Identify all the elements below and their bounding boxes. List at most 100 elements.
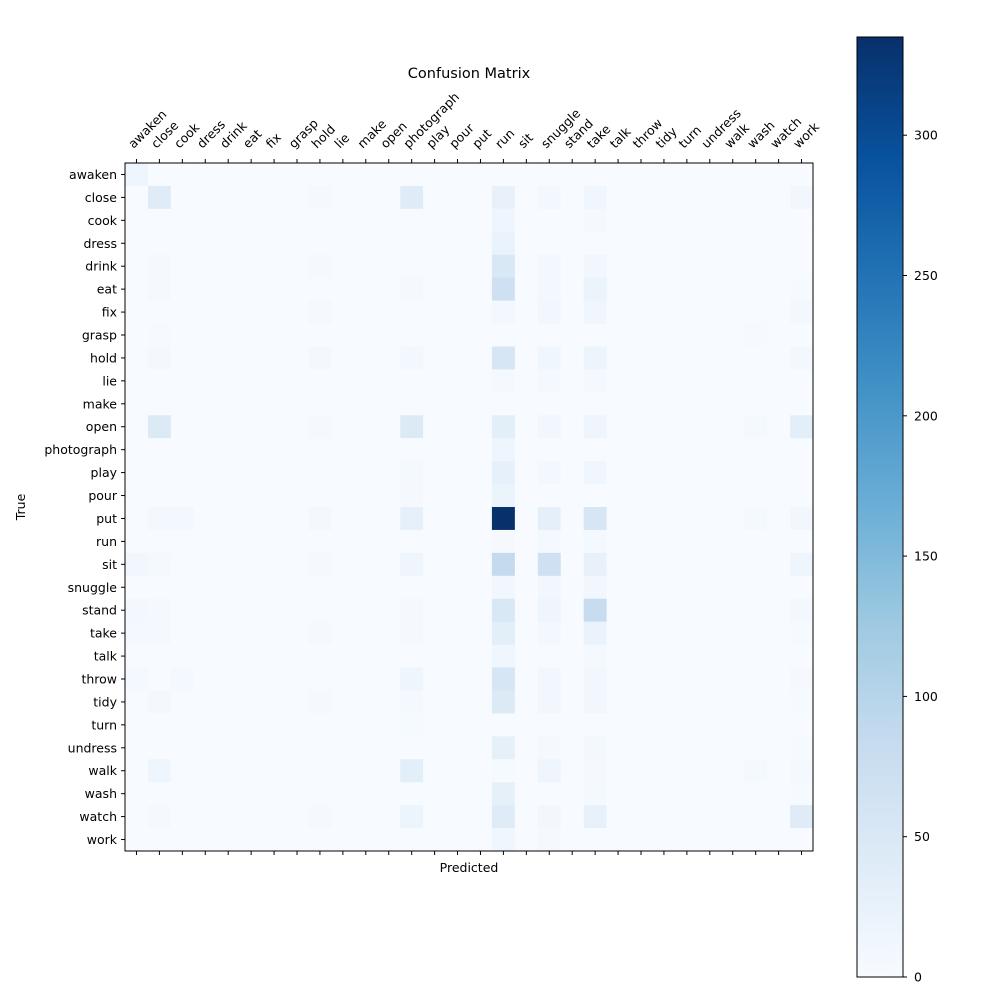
matrix-cell — [377, 782, 401, 806]
matrix-cell — [285, 552, 309, 577]
matrix-cell — [308, 163, 332, 187]
matrix-cell — [285, 690, 309, 714]
matrix-cell — [606, 667, 630, 691]
matrix-cell — [125, 438, 149, 462]
matrix-cell — [446, 346, 470, 370]
y-tick-label: wash — [85, 786, 117, 801]
matrix-cell — [537, 529, 562, 554]
matrix-cell — [423, 185, 447, 210]
matrix-cell — [423, 415, 447, 439]
matrix-cell — [331, 369, 355, 393]
matrix-cell — [629, 621, 653, 645]
matrix-cell — [698, 346, 722, 370]
matrix-cell — [216, 415, 241, 439]
matrix-cell — [514, 254, 539, 279]
matrix-cell — [354, 667, 378, 691]
matrix-cell — [469, 529, 493, 554]
matrix-cell — [469, 369, 493, 393]
matrix-cell — [583, 231, 607, 256]
matrix-cell — [606, 805, 630, 829]
matrix-cell — [331, 438, 355, 462]
matrix-cell — [170, 369, 195, 393]
matrix-cell — [239, 323, 263, 347]
matrix-cell — [308, 828, 332, 852]
matrix-cell — [170, 690, 195, 714]
matrix-cell — [767, 598, 791, 623]
matrix-cell — [537, 461, 562, 485]
matrix-cell — [216, 392, 241, 416]
matrix-cell — [125, 690, 149, 714]
matrix-cell — [239, 782, 263, 806]
matrix-cell — [331, 163, 355, 187]
matrix-cell — [790, 185, 814, 210]
matrix-cell — [239, 254, 263, 279]
matrix-cell — [675, 828, 699, 852]
matrix-cell — [285, 369, 309, 393]
matrix-cell — [790, 828, 814, 852]
matrix-cell — [491, 736, 516, 760]
matrix-cell — [377, 667, 401, 691]
matrix-cell — [400, 575, 424, 600]
matrix-cell — [125, 759, 149, 783]
matrix-cell — [423, 507, 447, 531]
matrix-cell — [469, 552, 493, 577]
matrix-cell — [285, 828, 309, 852]
matrix-cell — [216, 828, 241, 852]
matrix-cell — [170, 552, 195, 577]
matrix-cell — [170, 163, 195, 187]
matrix-cell — [285, 415, 309, 439]
matrix-cell — [583, 208, 607, 233]
matrix-cell — [469, 736, 493, 760]
matrix-cell — [193, 575, 218, 600]
matrix-cell — [331, 690, 355, 714]
matrix-cell — [354, 759, 378, 783]
y-tick-label: watch — [79, 809, 117, 824]
matrix-cell — [721, 507, 745, 531]
matrix-cell — [377, 254, 401, 279]
matrix-cell — [629, 231, 653, 256]
matrix-cell — [491, 254, 516, 279]
matrix-cell — [491, 484, 516, 508]
matrix-cell — [423, 438, 447, 462]
matrix-cell — [491, 346, 516, 370]
matrix-cell — [606, 346, 630, 370]
matrix-cell — [790, 369, 814, 393]
matrix-cell — [423, 575, 447, 600]
matrix-cell — [583, 690, 607, 714]
matrix-cell — [354, 713, 378, 737]
matrix-cell — [491, 415, 516, 439]
matrix-cell — [767, 346, 791, 370]
matrix-cell — [537, 392, 562, 416]
matrix-cell — [491, 713, 516, 737]
matrix-cell — [514, 529, 539, 554]
matrix-cell — [583, 644, 607, 668]
matrix-cell — [629, 415, 653, 439]
matrix-cell — [652, 644, 676, 668]
matrix-cell — [491, 507, 516, 531]
matrix-cell — [147, 667, 172, 691]
matrix-cell — [170, 805, 195, 829]
matrix-cell — [193, 759, 218, 783]
matrix-cell — [537, 346, 562, 370]
matrix-cell — [308, 461, 332, 485]
matrix-cell — [767, 254, 791, 279]
matrix-cell — [193, 300, 218, 324]
matrix-cell — [147, 529, 172, 554]
matrix-cell — [331, 667, 355, 691]
matrix-cell — [147, 415, 172, 439]
matrix-cell — [675, 667, 699, 691]
matrix-cell — [491, 782, 516, 806]
matrix-cell — [675, 369, 699, 393]
matrix-cell — [560, 529, 585, 554]
plot-frame — [124, 162, 814, 852]
matrix-cell — [698, 690, 722, 714]
matrix-cell — [606, 300, 630, 324]
matrix-cell — [308, 185, 332, 210]
matrix-cell — [652, 254, 676, 279]
matrix-cell — [446, 552, 470, 577]
matrix-cell — [629, 598, 653, 623]
matrix-cell — [583, 507, 607, 531]
matrix-cell — [606, 713, 630, 737]
matrix-cell — [262, 507, 286, 531]
matrix-cell — [469, 713, 493, 737]
